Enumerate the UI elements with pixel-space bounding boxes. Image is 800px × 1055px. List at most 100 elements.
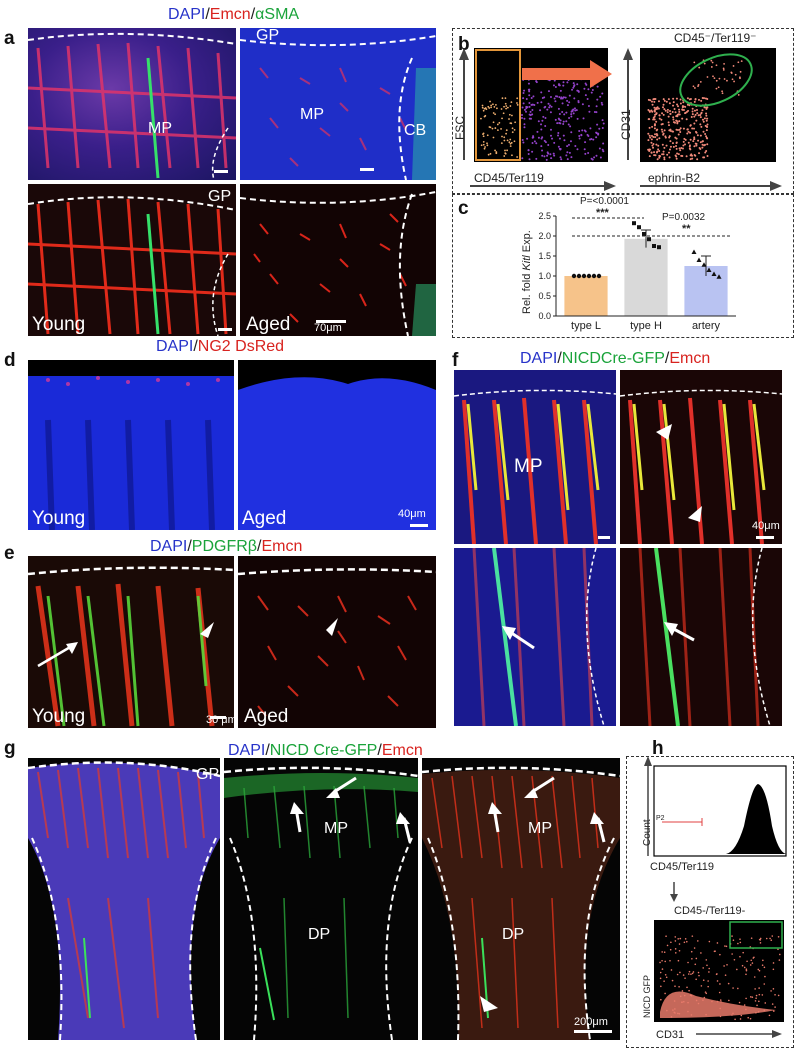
flow-dot	[666, 111, 669, 114]
flow-dot	[551, 137, 554, 140]
flow-dot	[523, 126, 526, 129]
flow-dot	[745, 997, 747, 1000]
flow-dot	[696, 112, 699, 115]
flow-dot	[716, 942, 719, 944]
flow-dot	[671, 979, 674, 982]
flow-dot	[701, 140, 704, 143]
flow-dot	[506, 139, 509, 142]
flow-dot	[663, 158, 666, 161]
flow-dot	[666, 944, 669, 947]
flow-dot	[657, 107, 660, 110]
flow-dot	[595, 131, 598, 134]
flow-dot	[679, 127, 682, 130]
flow-dot	[688, 147, 691, 150]
flow-dot	[697, 971, 700, 974]
flow-dot	[668, 124, 671, 127]
flow-dot	[587, 104, 590, 107]
flow-dot	[756, 1004, 758, 1007]
flow-dot	[664, 136, 667, 139]
flow-dot	[673, 121, 676, 124]
flow-dot	[697, 98, 700, 101]
flow-dot	[749, 964, 752, 966]
panel-label-g: g	[4, 738, 16, 759]
flow-dot	[660, 985, 662, 988]
flow-dot	[583, 148, 586, 151]
flow-dot	[675, 97, 678, 100]
scale-bar	[598, 536, 610, 539]
flow-dot	[698, 66, 701, 69]
emcn-stain: Emcn	[209, 6, 251, 23]
flow-dot	[675, 128, 678, 131]
flow-dot	[739, 77, 741, 80]
flow-dot	[510, 122, 513, 125]
flow-dot	[527, 88, 530, 91]
flow-dot	[592, 138, 595, 141]
flow-dot	[705, 149, 708, 152]
flow-dot	[689, 98, 692, 101]
flow-dot	[486, 144, 489, 147]
flow-dot	[583, 87, 586, 90]
flow-dot	[671, 110, 674, 113]
flow-dot	[597, 133, 600, 136]
flow-dot	[663, 129, 666, 132]
flow-dot	[695, 957, 698, 960]
flow-dot	[550, 157, 553, 160]
flow-dot	[693, 100, 696, 103]
flow-dot	[689, 138, 692, 141]
flow-dot	[584, 141, 587, 144]
flow-dot	[586, 133, 589, 136]
flow-dot	[651, 103, 654, 106]
flow-dot	[522, 102, 525, 105]
flow-dot	[763, 983, 766, 985]
flow-dot	[528, 117, 531, 120]
flow-dot	[566, 151, 569, 154]
flow-dot	[721, 90, 724, 93]
flow-dot	[691, 107, 694, 110]
flow-dot	[601, 92, 604, 95]
flow-dot	[668, 156, 671, 159]
flow-dot	[525, 98, 528, 101]
scale-bar-label: 40μm	[752, 520, 780, 532]
flow-dot	[493, 106, 496, 108]
flow-dot	[732, 939, 735, 942]
scale-bar-label: 30 μm	[206, 714, 234, 726]
flow-dot	[687, 961, 689, 964]
flow-dot	[564, 96, 567, 99]
flow-dot	[547, 102, 550, 105]
flow-dot	[691, 972, 694, 975]
panel-a-aged-merge: GP MP CB	[240, 28, 436, 180]
scale-bar-label: 70μm	[314, 322, 342, 334]
flow-dot	[759, 942, 762, 944]
flow-dot	[694, 963, 697, 966]
data-point	[586, 273, 592, 279]
flow-dot	[690, 973, 692, 975]
bar	[564, 276, 608, 316]
flow-dot	[771, 935, 774, 937]
flow-dot	[711, 61, 714, 64]
data-point	[716, 274, 722, 279]
axis-label-cd45-ter119: CD45/Ter119	[650, 861, 714, 873]
flow-dot	[679, 98, 682, 101]
flow-dot	[596, 85, 599, 88]
flow-dot	[571, 88, 574, 91]
flow-dot	[513, 128, 516, 131]
flow-dot	[549, 96, 552, 99]
flow-dot	[689, 131, 692, 134]
flow-dot	[596, 98, 599, 101]
flow-dot	[703, 97, 706, 100]
flow-dot	[700, 112, 703, 115]
flow-dot	[504, 97, 507, 100]
gate-label: CD45-/Ter119-	[674, 905, 746, 917]
flow-dot	[686, 103, 689, 106]
panel-a-young-emcn: GP Young	[28, 184, 236, 336]
flow-dot	[713, 77, 716, 80]
flow-dot	[492, 121, 495, 124]
flow-dot	[706, 964, 708, 967]
flow-dot	[525, 110, 528, 113]
scale-bar-label: 200μm	[574, 1016, 608, 1028]
flow-dot	[663, 980, 665, 982]
label-gp: GP	[208, 188, 232, 205]
flow-dot	[504, 152, 507, 155]
flow-dot	[778, 959, 781, 961]
flow-dot	[693, 947, 696, 949]
